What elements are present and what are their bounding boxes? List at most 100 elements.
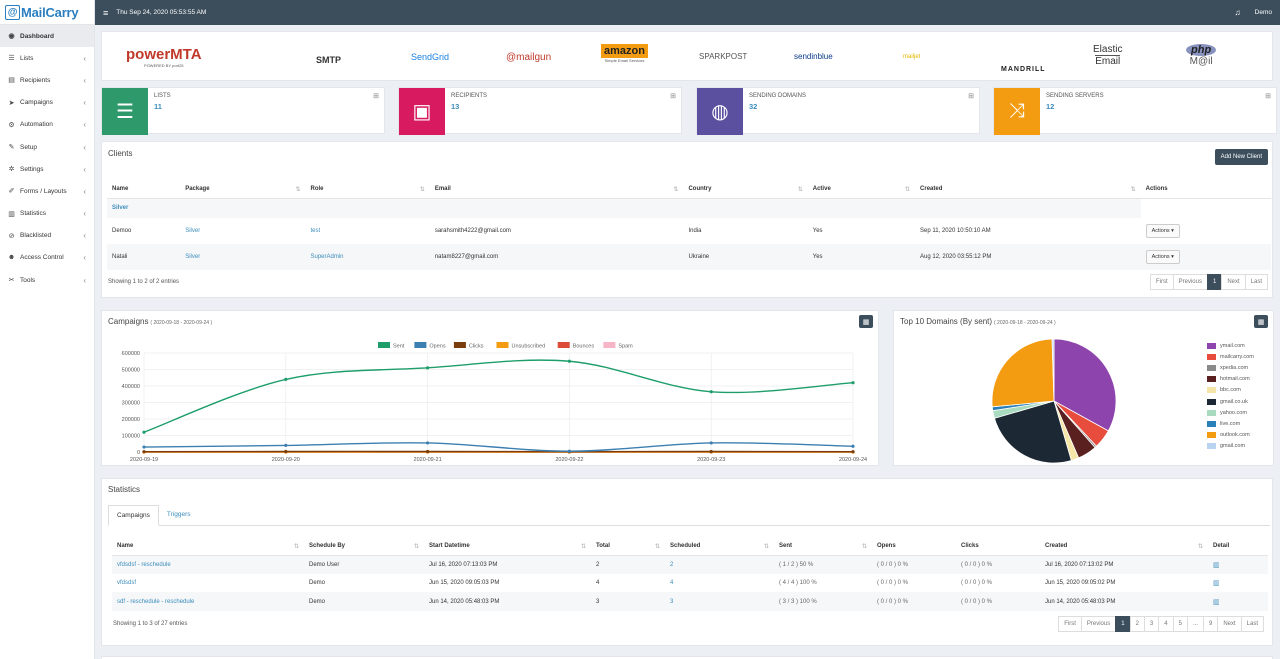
cell-scheduled[interactable]: 3: [665, 592, 774, 612]
column-header[interactable]: Created ⇅: [915, 180, 1141, 199]
sort-icon[interactable]: ⇅: [419, 186, 425, 193]
column-header[interactable]: Detail: [1208, 537, 1268, 556]
legend-item-unsubscribed[interactable]: Unsubscribed: [496, 342, 546, 350]
cell-name[interactable]: vfdsdsf: [117, 580, 137, 587]
data-point[interactable]: [142, 430, 146, 434]
data-point[interactable]: [567, 359, 571, 363]
sort-icon[interactable]: ⇅: [293, 543, 299, 550]
tab-triggers[interactable]: Triggers: [166, 511, 191, 518]
data-point[interactable]: [709, 441, 713, 445]
sort-icon[interactable]: ⇅: [413, 543, 419, 550]
sort-icon[interactable]: ⇅: [654, 543, 660, 550]
data-point[interactable]: [851, 381, 855, 385]
pie-slice-ymail.com[interactable]: [1053, 338, 1117, 432]
sort-icon[interactable]: ⇅: [861, 543, 867, 550]
data-point[interactable]: [142, 445, 146, 449]
cell-package[interactable]: Silver: [185, 228, 201, 234]
bar-chart-icon[interactable]: ▥: [1213, 561, 1220, 569]
data-point[interactable]: [567, 449, 571, 453]
stat-box-lists[interactable]: ☰ LISTS 11 ⊞: [101, 87, 385, 135]
cell-scheduled[interactable]: 2: [665, 555, 774, 574]
sidebar-item-settings[interactable]: ✲ Settings ‹: [0, 158, 94, 180]
tab-campaigns[interactable]: Campaigns: [108, 505, 159, 526]
cell-package[interactable]: Silver: [180, 244, 306, 270]
data-point[interactable]: [284, 377, 288, 381]
sort-icon[interactable]: ⇅: [905, 186, 911, 193]
actions-dropdown-button[interactable]: Actions ▾: [1145, 250, 1180, 264]
data-point[interactable]: [851, 444, 855, 448]
legend-item[interactable]: live.com: [1207, 418, 1254, 429]
column-header[interactable]: Country ⇅: [683, 180, 808, 199]
data-point[interactable]: [284, 443, 288, 447]
user-menu[interactable]: Demo: [1254, 9, 1272, 16]
bar-chart-icon[interactable]: ▥: [1213, 598, 1220, 606]
pager-next[interactable]: Next: [1217, 616, 1242, 632]
mailcarry-logo[interactable]: @ MailCarry: [5, 4, 79, 20]
stat-box-sending-servers[interactable]: ⤨ SENDING SERVERS 12 ⊞: [993, 87, 1277, 135]
legend-item[interactable]: bbc.com: [1207, 385, 1254, 396]
bell-icon[interactable]: ♫: [1234, 8, 1241, 17]
calendar-icon[interactable]: ▦: [859, 315, 873, 328]
data-point[interactable]: [709, 390, 713, 394]
legend-item-bounces[interactable]: Bounces: [557, 342, 595, 350]
cell-name[interactable]: sdf - reschedule - reschedule: [112, 592, 304, 612]
sidebar-item-statistics[interactable]: ▥ Statistics ‹: [0, 203, 94, 225]
sidebar-item-tools[interactable]: ✂ Tools ‹: [0, 269, 94, 291]
expand-icon[interactable]: ⊞: [373, 93, 379, 100]
data-point[interactable]: [142, 450, 146, 454]
sidebar-item-dashboard[interactable]: ◉ Dashboard: [0, 25, 94, 48]
pager-last[interactable]: Last: [1244, 274, 1268, 290]
pie-slice-outlook.com[interactable]: [991, 338, 1055, 408]
legend-item-opens[interactable]: Opens: [414, 342, 446, 350]
legend-item[interactable]: hotmail.com: [1207, 374, 1254, 385]
sort-icon[interactable]: ⇅: [580, 543, 586, 550]
pager-first[interactable]: First: [1058, 616, 1082, 632]
sidebar-item-setup[interactable]: ✎ Setup ‹: [0, 136, 94, 158]
column-header[interactable]: Package ⇅: [180, 180, 306, 199]
sidebar-item-campaigns[interactable]: ➤ Campaigns ‹: [0, 92, 94, 114]
expand-icon[interactable]: ⊞: [670, 93, 676, 100]
data-point[interactable]: [426, 441, 430, 445]
expand-icon[interactable]: ⊞: [1265, 93, 1271, 100]
cell-role[interactable]: test: [310, 228, 321, 234]
sort-icon[interactable]: ⇅: [763, 543, 769, 550]
legend-item[interactable]: gmail.co.uk: [1207, 396, 1254, 407]
sort-icon[interactable]: ⇅: [295, 186, 301, 193]
column-header[interactable]: Sent ⇅: [774, 537, 872, 556]
add-new-client-button[interactable]: Add New Client: [1214, 149, 1268, 165]
column-header[interactable]: Opens: [872, 537, 956, 556]
pager-previous[interactable]: Previous: [1172, 274, 1208, 290]
cell-role[interactable]: SuperAdmin: [305, 244, 430, 270]
legend-item[interactable]: xpedia.com: [1207, 362, 1254, 373]
legend-item[interactable]: mailcarry.com: [1207, 351, 1254, 362]
pie-slice-gmail.com[interactable]: [1051, 338, 1055, 402]
sort-icon[interactable]: ⇅: [797, 186, 803, 193]
pager-1[interactable]: 1: [1206, 274, 1223, 290]
calendar-icon[interactable]: ▦: [1254, 315, 1268, 328]
pager-5[interactable]: 5: [1172, 616, 1188, 632]
legend-item[interactable]: ymail.com: [1207, 340, 1254, 351]
data-point[interactable]: [426, 366, 430, 370]
sidebar-item-lists[interactable]: ☰ Lists ‹: [0, 47, 94, 69]
pager-next[interactable]: Next: [1221, 274, 1246, 290]
column-header[interactable]: Start Datetime ⇅: [424, 537, 591, 556]
legend-item-sent[interactable]: Sent: [378, 342, 405, 350]
bar-chart-icon[interactable]: ▥: [1213, 580, 1220, 588]
stat-box-sending-domains[interactable]: ◍ SENDING DOMAINS 32 ⊞: [696, 87, 980, 135]
stat-box-recipients[interactable]: ▣ RECIPIENTS 13 ⊞: [398, 87, 682, 135]
pie-slice-gmail.co.uk[interactable]: [993, 400, 1072, 464]
legend-item-clicks[interactable]: Clicks: [453, 342, 484, 350]
column-header[interactable]: Name: [107, 180, 181, 199]
data-point[interactable]: [426, 449, 430, 454]
pager-previous[interactable]: Previous: [1080, 616, 1117, 632]
legend-item[interactable]: outlook.com: [1207, 430, 1254, 441]
pager-4[interactable]: 4: [1158, 616, 1174, 632]
brand[interactable]: @ MailCarry: [0, 0, 94, 25]
pager-9[interactable]: 9: [1202, 616, 1219, 632]
data-point[interactable]: [284, 449, 288, 454]
sort-icon[interactable]: ⇅: [673, 186, 679, 193]
column-header[interactable]: Scheduled ⇅: [665, 537, 774, 556]
legend-item[interactable]: yahoo.com: [1207, 407, 1254, 418]
legend-item[interactable]: gmail.com: [1207, 441, 1254, 452]
column-header[interactable]: Role ⇅: [305, 180, 430, 199]
